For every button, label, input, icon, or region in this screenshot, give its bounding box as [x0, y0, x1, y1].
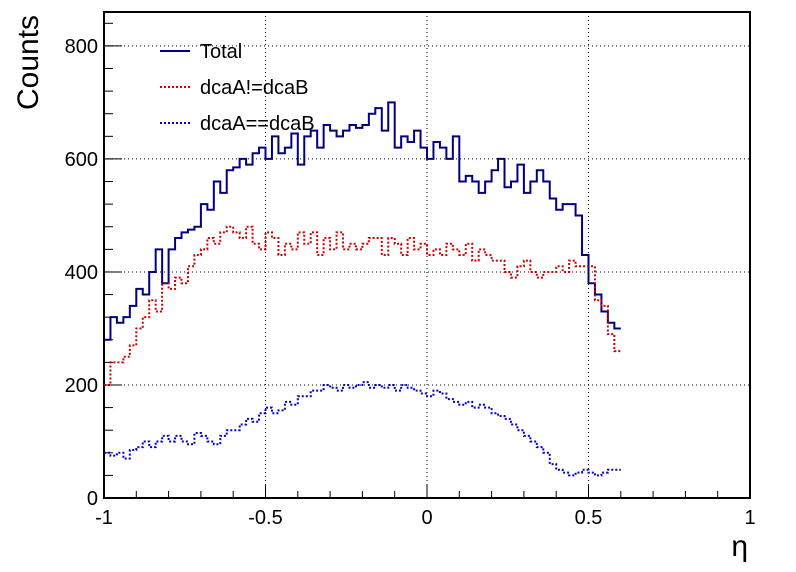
- legend-label-total: Total: [200, 41, 242, 63]
- y-tick-label: 600: [65, 149, 98, 171]
- x-tick-label: 0: [421, 507, 432, 529]
- x-axis-title: η: [731, 530, 748, 563]
- series-line-0: [104, 101, 621, 341]
- y-tick-label: 200: [65, 375, 98, 397]
- legend: Total dcaA!=dcaB dcaA==dcaB: [160, 41, 315, 135]
- x-tick-label: 1: [744, 507, 755, 529]
- x-tick-label: -1: [95, 507, 113, 529]
- legend-label-dca-eq: dcaA==dcaB: [200, 113, 315, 135]
- y-tick-label: 0: [87, 488, 98, 510]
- y-tick-label: 400: [65, 262, 98, 284]
- series-line-1: [104, 225, 621, 386]
- y-tick-label: 800: [65, 36, 98, 58]
- legend-label-dca-neq: dcaA!=dcaB: [200, 77, 308, 99]
- x-tick-label: 0.5: [575, 507, 603, 529]
- series-line-2: [104, 381, 621, 477]
- tick-labels: -1 -0.5 0 0.5 1 0 200 400 600 800: [65, 36, 756, 529]
- y-axis-title: Counts: [12, 15, 45, 110]
- series-layer: [104, 101, 621, 477]
- x-tick-label: -0.5: [248, 507, 282, 529]
